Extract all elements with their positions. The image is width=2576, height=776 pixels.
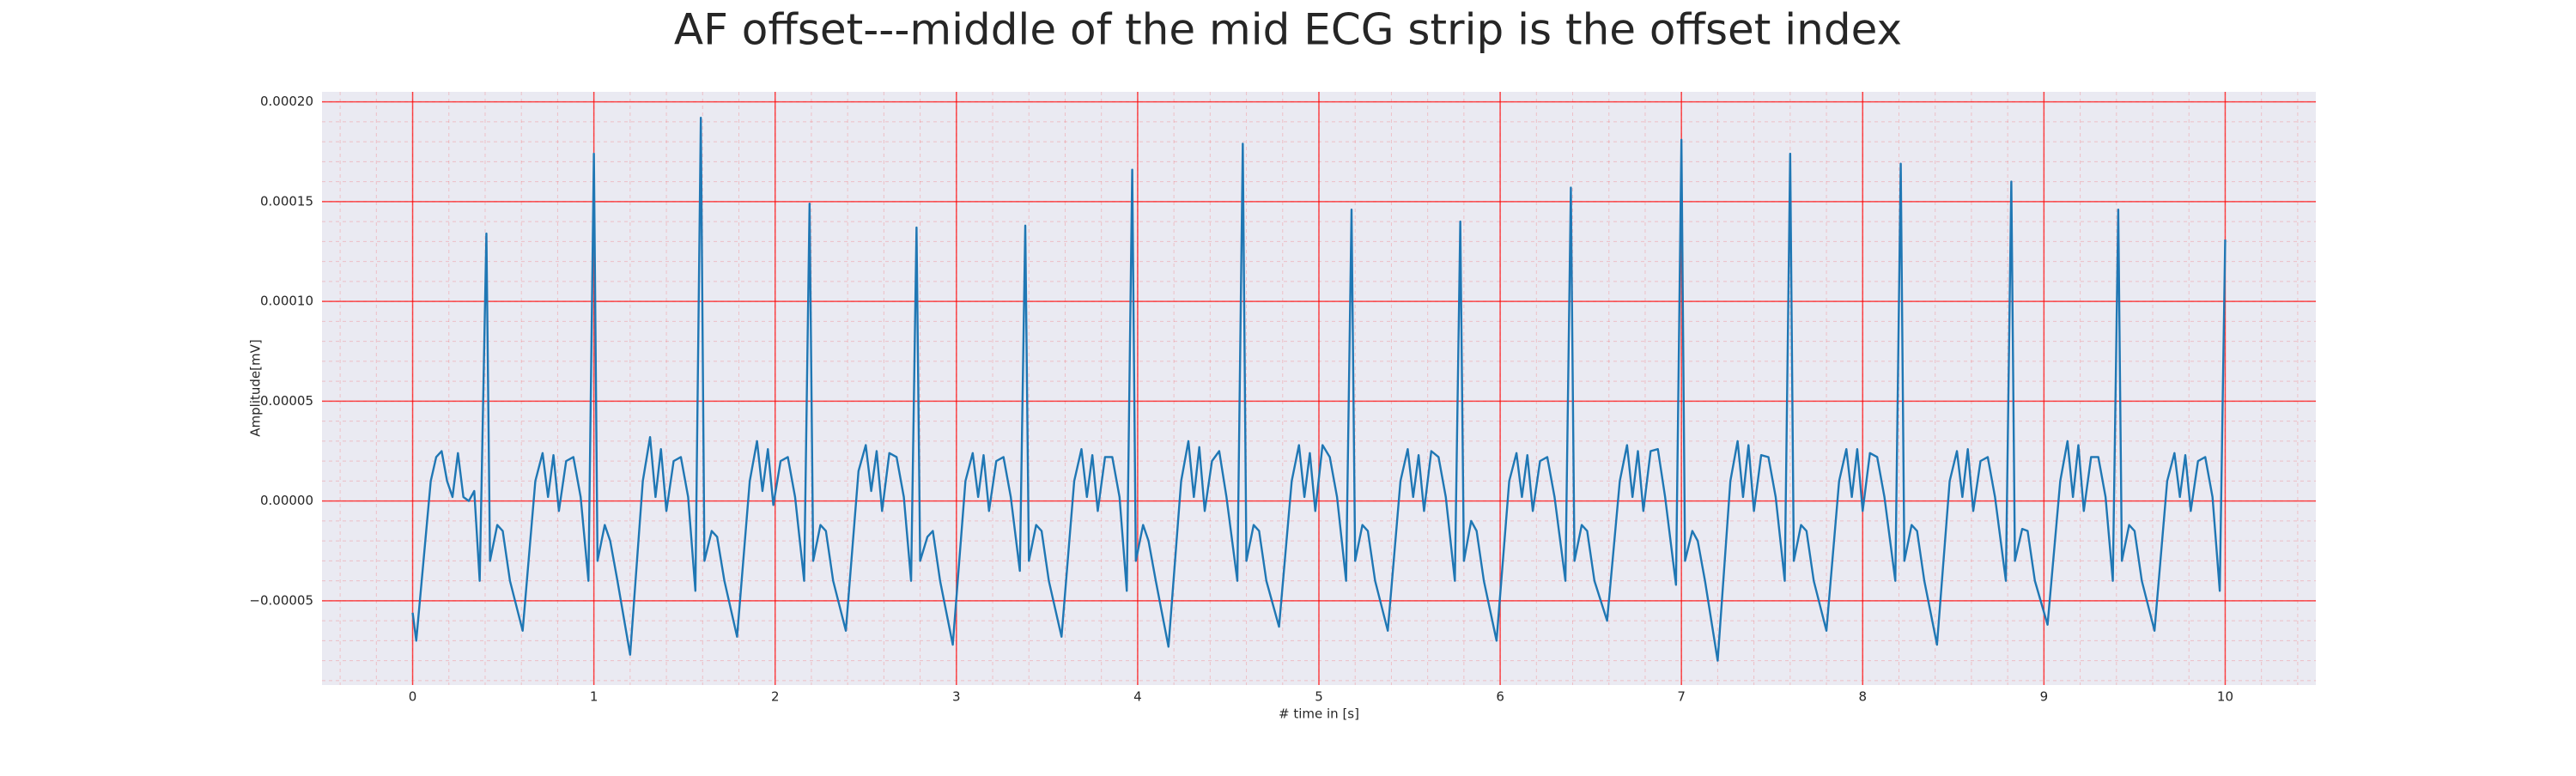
x-tick-label: 0 [409,689,417,705]
x-tick-label: 3 [952,689,961,705]
x-tick-label: 8 [1858,689,1867,705]
x-tick-label: 4 [1133,689,1142,705]
ecg-line [411,117,2227,662]
x-tick-label: 2 [771,689,780,705]
x-tick-label: 10 [2217,689,2233,705]
y-tick-label: 0.00015 [260,193,313,209]
x-axis-label: # time in [s] [1279,706,1359,722]
y-tick-label: 0.00005 [260,393,313,409]
x-tick-label: 5 [1315,689,1323,705]
x-tick-label: 1 [590,689,598,705]
y-axis-label: Amplitude[mV] [248,339,264,436]
y-tick-label: 0.00020 [260,94,313,109]
x-tick-label: 6 [1496,689,1504,705]
y-tick-label: 0.00010 [260,294,313,309]
chart-title: AF offset---middle of the mid ECG strip … [674,5,1902,55]
x-tick-label: 7 [1677,689,1686,705]
x-tick-label: 9 [2040,689,2049,705]
y-tick-label: 0.00000 [260,493,313,508]
y-tick-label: −0.00005 [249,592,313,608]
marks [411,117,2227,662]
